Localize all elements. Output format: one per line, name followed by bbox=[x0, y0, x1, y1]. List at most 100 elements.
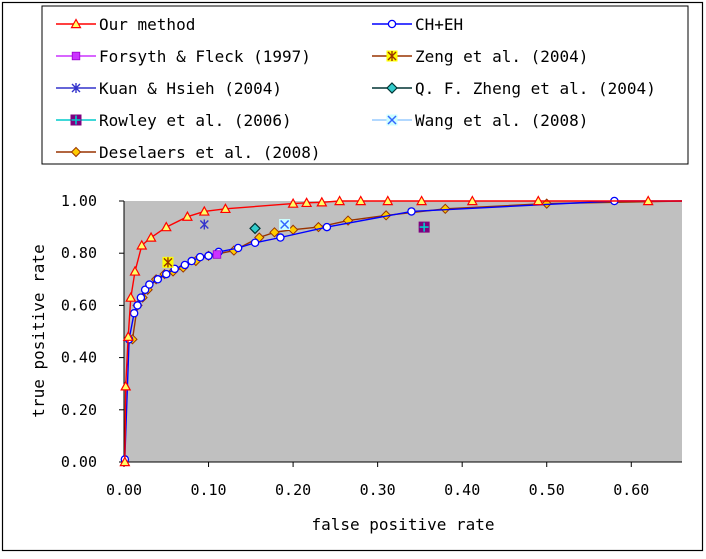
legend-label: Q. F. Zheng et al. (2004) bbox=[415, 79, 656, 98]
data-point-our-method bbox=[532, 195, 544, 206]
data-point-our-method bbox=[129, 265, 141, 276]
data-point-our-method bbox=[219, 203, 231, 214]
legend-item-zeng-et-al-2004: Zeng et al. (2004) bbox=[372, 47, 588, 66]
legend-item-q-f-zheng-et-al-2004: Q. F. Zheng et al. (2004) bbox=[372, 79, 656, 98]
y-tick-label: 0.20 bbox=[61, 401, 97, 419]
data-point-zeng-et-al-2004 bbox=[162, 256, 174, 268]
data-point-our-method bbox=[136, 239, 148, 250]
y-tick-label: 0.80 bbox=[61, 244, 97, 262]
legend-label: Wang et al. (2008) bbox=[415, 111, 588, 130]
data-point-our-method bbox=[120, 380, 132, 391]
data-point-our-method bbox=[181, 210, 193, 221]
legend-item-rowley-et-al-2006: Rowley et al. (2006) bbox=[56, 111, 292, 130]
legend: Our method CH+EH Forsyth & Fleck (1997) Zen… bbox=[41, 5, 689, 165]
data-point-our-method bbox=[125, 291, 137, 302]
x-tick-label: 0.50 bbox=[529, 481, 565, 499]
x-tick-label: 0.20 bbox=[275, 481, 311, 499]
legend-marker bbox=[70, 146, 82, 158]
data-point-wang-et-al-2008 bbox=[279, 218, 291, 230]
data-point-our-method bbox=[416, 195, 428, 206]
data-point-our-method bbox=[382, 195, 394, 206]
series-wang-et-al-2008 bbox=[279, 218, 291, 230]
data-point-ch-eh bbox=[407, 207, 416, 216]
legend-marker bbox=[386, 82, 398, 94]
data-point-our-method bbox=[316, 196, 328, 207]
y-tick-label: 0.60 bbox=[61, 296, 97, 314]
data-point-rowley-et-al-2006 bbox=[418, 221, 430, 233]
data-point-ch-eh bbox=[153, 275, 163, 284]
legend-item-deselaers-et-al-2008: Deselaers et al. (2008) bbox=[56, 143, 321, 162]
data-point-our-method bbox=[119, 456, 131, 467]
data-point-kuan-hsieh-2004 bbox=[199, 219, 209, 230]
data-point-our-method bbox=[122, 330, 134, 341]
x-tick-label: 0.00 bbox=[106, 481, 142, 499]
data-point-ch-eh bbox=[133, 301, 142, 310]
data-point-ch-eh bbox=[136, 293, 146, 302]
data-point-ch-eh bbox=[180, 260, 190, 270]
series-q-f-zheng-et-al-2004 bbox=[249, 222, 261, 235]
series-layer bbox=[119, 195, 683, 467]
data-point-our-method bbox=[355, 195, 367, 206]
x-tick-label: 0.40 bbox=[444, 481, 480, 499]
series-kuan-hsieh-2004 bbox=[199, 219, 209, 230]
legend-marker bbox=[71, 51, 81, 61]
legend-label: Forsyth & Fleck (1997) bbox=[99, 47, 311, 66]
series-our-method bbox=[119, 195, 682, 467]
x-tick-label: 0.30 bbox=[360, 481, 396, 499]
legend-item-wang-et-al-2008: Wang et al. (2008) bbox=[372, 111, 588, 130]
legend-label: Kuan & Hsieh (2004) bbox=[99, 79, 282, 98]
data-point-deselaers-et-al-2008 bbox=[269, 227, 280, 238]
legend-item-ch-eh: CH+EH bbox=[372, 15, 463, 34]
legend-marker bbox=[70, 18, 82, 29]
y-tick-label: 0.00 bbox=[61, 453, 97, 471]
legend-marker bbox=[387, 19, 397, 29]
legend-box bbox=[41, 5, 689, 165]
legend-marker bbox=[386, 50, 398, 62]
legend-label: Zeng et al. (2004) bbox=[415, 47, 588, 66]
data-point-our-method bbox=[642, 195, 654, 206]
data-point-ch-eh bbox=[276, 233, 285, 242]
series-line-our-method bbox=[124, 200, 682, 463]
legend-label: Rowley et al. (2006) bbox=[99, 111, 292, 130]
y-axis-ticks: 0.00 0.20 0.40 0.60 0.80 1.00 bbox=[61, 192, 124, 471]
y-tick-label: 0.40 bbox=[61, 349, 97, 367]
legend-item-kuan-hsieh-2004: Kuan & Hsieh (2004) bbox=[56, 79, 282, 98]
plot-area bbox=[124, 201, 682, 462]
series-zeng-et-al-2004 bbox=[162, 256, 174, 268]
legend-label: Deselaers et al. (2008) bbox=[99, 143, 321, 162]
data-point-ch-eh bbox=[162, 269, 171, 279]
data-point-deselaers-et-al-2008 bbox=[440, 203, 451, 215]
data-point-ch-eh bbox=[145, 280, 154, 289]
legend-item-our-method: Our method bbox=[56, 15, 195, 34]
data-point-our-method bbox=[287, 197, 299, 208]
legend-item-forsyth-fleck-1997: Forsyth & Fleck (1997) bbox=[56, 47, 311, 66]
legend-label: Our method bbox=[99, 15, 195, 34]
x-tick-label: 0.60 bbox=[613, 481, 649, 499]
data-point-our-method bbox=[334, 195, 346, 206]
legend-marker bbox=[386, 114, 398, 126]
data-point-ch-eh bbox=[233, 243, 243, 253]
y-axis-title: true positive rate bbox=[29, 244, 48, 417]
data-point-ch-eh bbox=[250, 238, 260, 248]
data-point-ch-eh bbox=[187, 256, 196, 266]
data-point-ch-eh bbox=[195, 252, 205, 262]
x-axis-title: false positive rate bbox=[311, 515, 494, 534]
data-point-ch-eh bbox=[204, 251, 213, 261]
legend-marker bbox=[70, 114, 82, 126]
data-point-ch-eh bbox=[129, 308, 139, 318]
legend-marker bbox=[71, 83, 81, 93]
series-rowley-et-al-2006 bbox=[418, 221, 430, 233]
x-axis-ticks: 0.00 0.10 0.20 0.30 0.40 0.50 0.60 bbox=[106, 462, 649, 499]
data-point-q-f-zheng-et-al-2004 bbox=[249, 222, 261, 235]
series-forsyth-fleck-1997 bbox=[212, 250, 222, 259]
data-point-our-method bbox=[160, 221, 172, 232]
data-point-forsyth-fleck-1997 bbox=[212, 250, 222, 259]
data-point-our-method bbox=[466, 195, 478, 206]
data-point-our-method bbox=[198, 205, 210, 216]
data-point-deselaers-et-al-2008 bbox=[380, 210, 392, 221]
data-point-our-method bbox=[301, 197, 313, 208]
data-point-ch-eh bbox=[322, 222, 332, 232]
data-point-our-method bbox=[145, 231, 157, 242]
